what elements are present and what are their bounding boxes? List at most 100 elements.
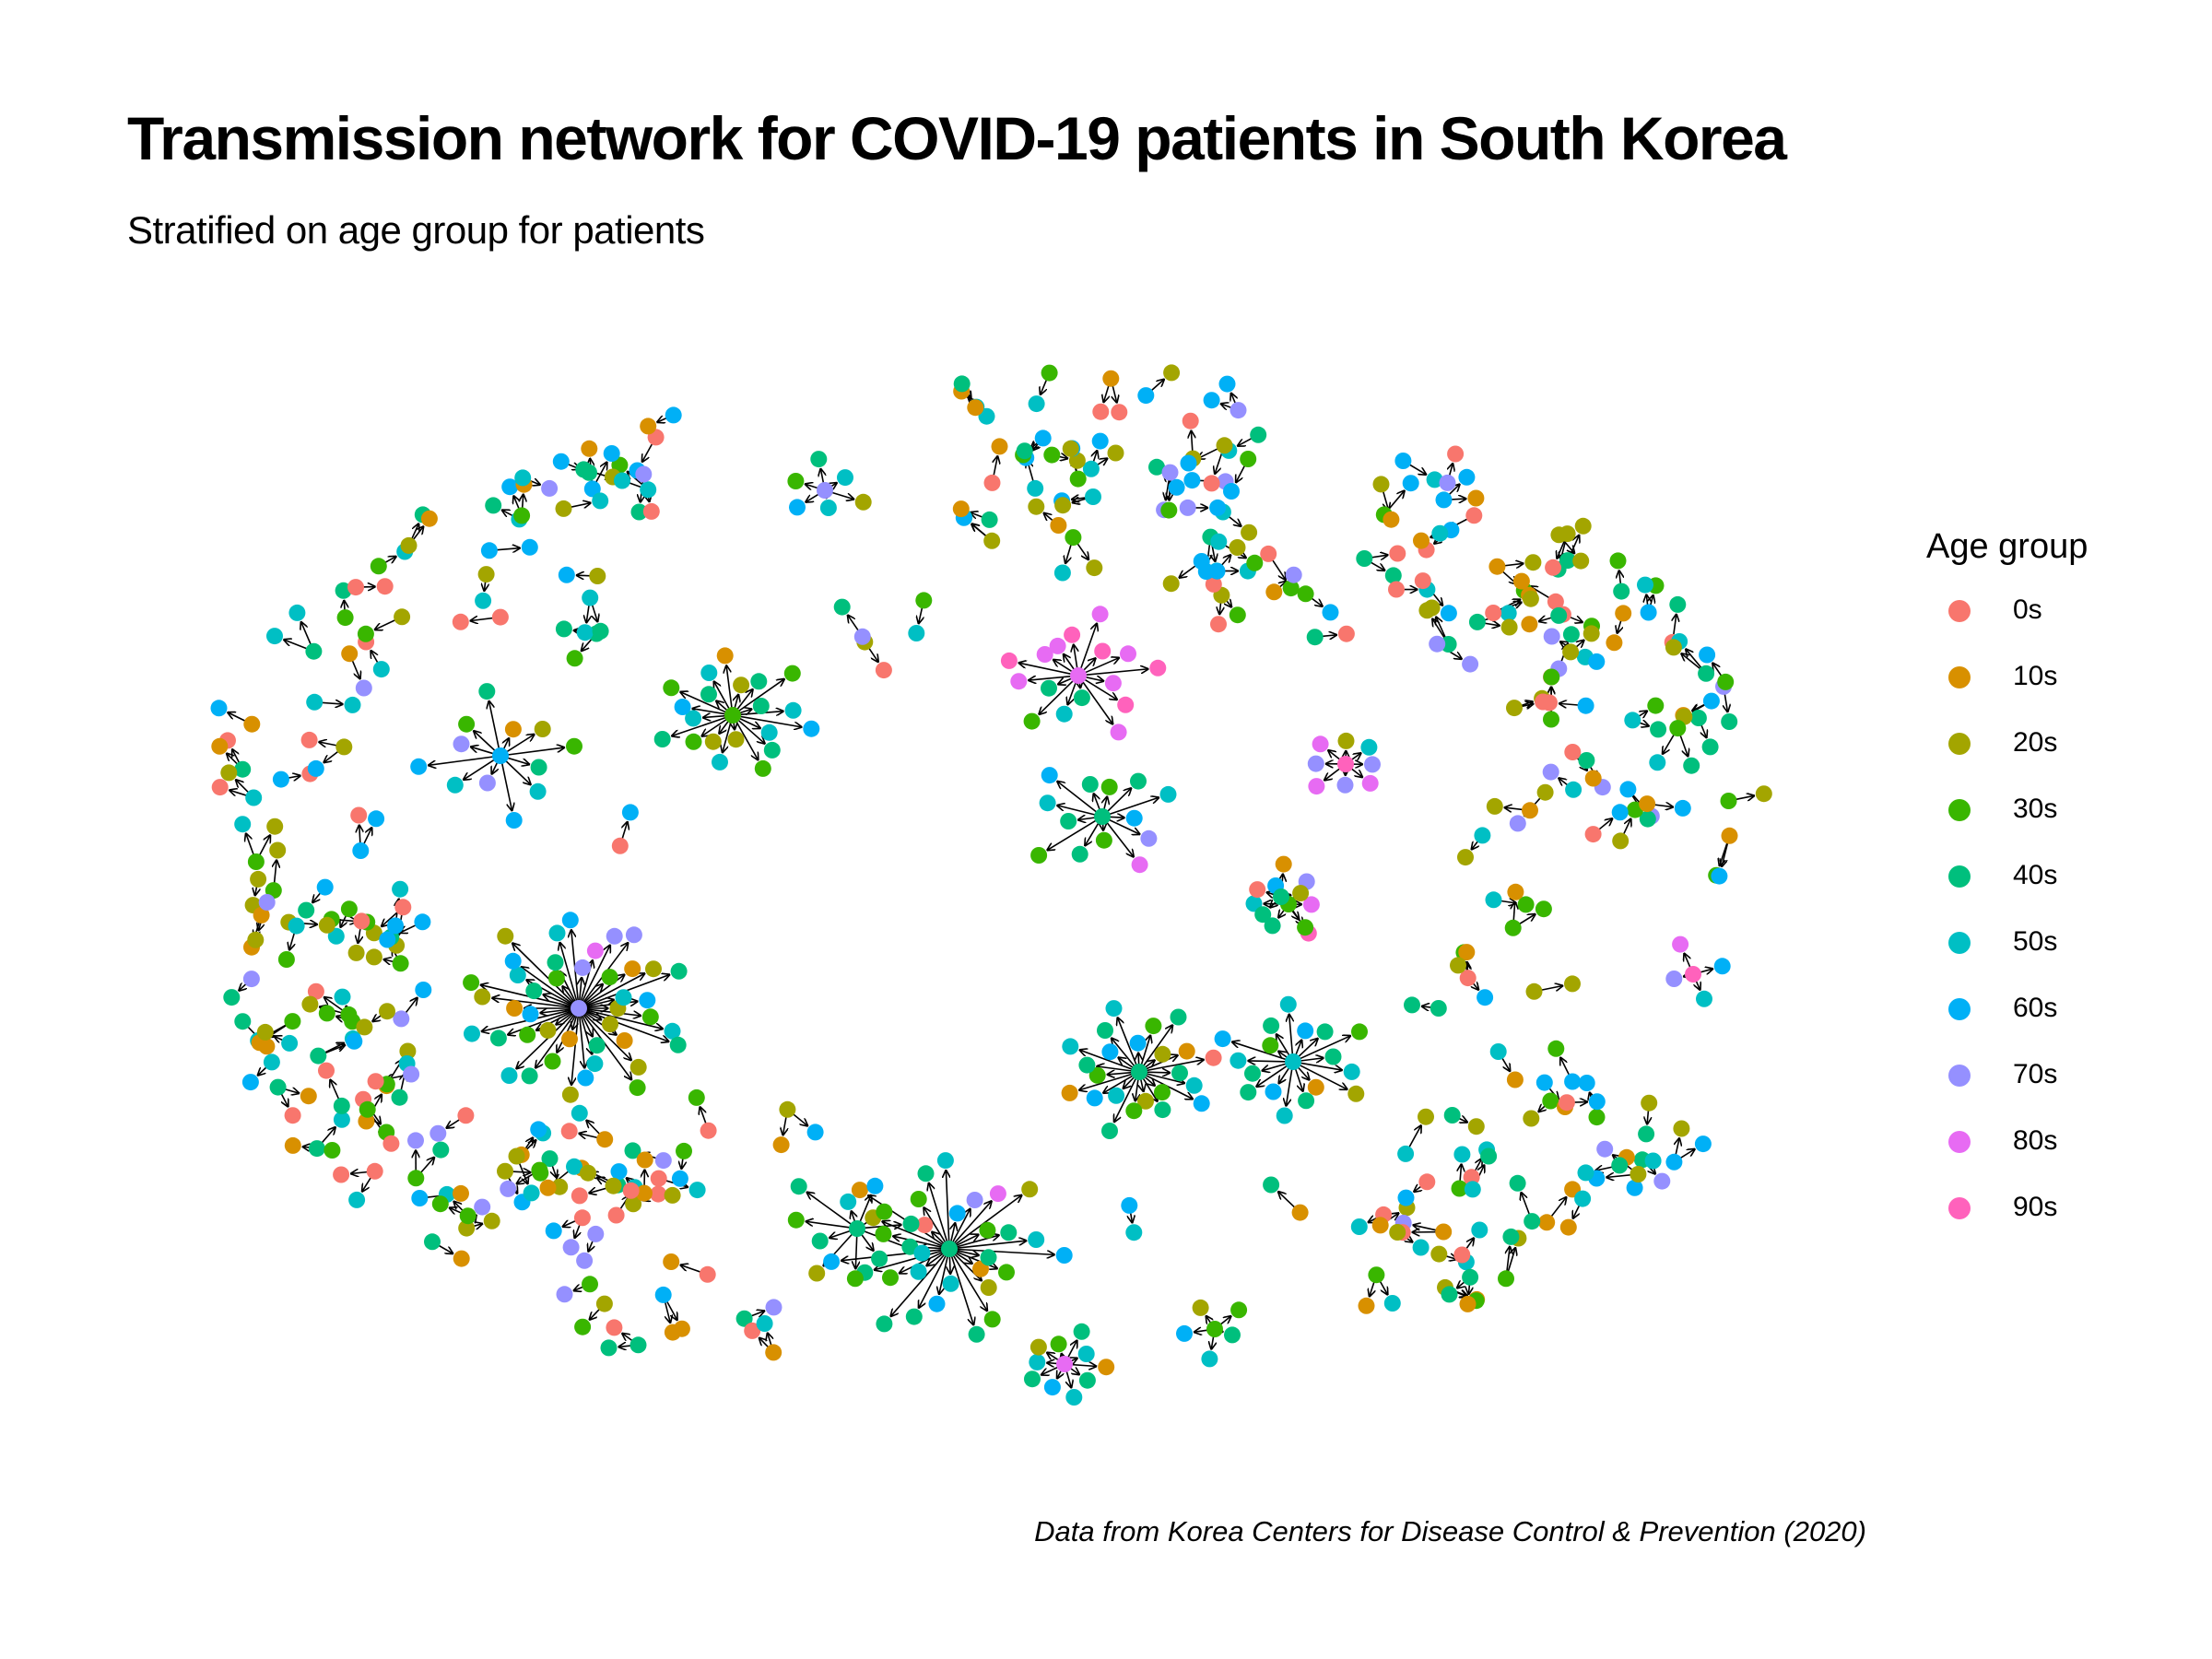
transmission-edge (1103, 817, 1141, 835)
patient-node (247, 853, 265, 870)
patient-node (1630, 1166, 1647, 1182)
patient-node (346, 1032, 363, 1050)
patient-node (1721, 713, 1738, 730)
patient-node (1178, 1042, 1195, 1060)
patient-node (1464, 1181, 1481, 1198)
patient-node (635, 1184, 653, 1202)
patient-node (525, 982, 543, 1000)
patient-node (571, 1187, 588, 1205)
patient-node (1674, 799, 1691, 817)
patient-node (1246, 554, 1264, 571)
patient-node (1101, 1043, 1119, 1061)
transmission-edge (733, 715, 765, 744)
patient-node (629, 1058, 647, 1076)
patient-node (980, 1249, 997, 1266)
patient-node (1562, 626, 1580, 643)
transmission-edge (491, 998, 578, 1009)
patient-node (1160, 501, 1178, 519)
patient-node (243, 715, 261, 733)
patient-node (603, 445, 620, 462)
patient-node (1077, 1346, 1095, 1362)
patient-node (347, 944, 365, 961)
patient-node (765, 1299, 782, 1316)
patient-node (500, 1067, 518, 1084)
patient-node (566, 737, 582, 755)
patient-node (1612, 832, 1630, 850)
patient-node (1564, 1073, 1582, 1090)
transmission-edge (950, 1194, 1023, 1249)
patient-node (497, 927, 514, 945)
patient-node (1121, 1196, 1138, 1214)
patient-node (1356, 550, 1373, 567)
patient-node (1588, 653, 1606, 670)
patient-node (459, 1207, 477, 1225)
patient-node (1543, 711, 1559, 728)
patient-node (1073, 689, 1090, 707)
patient-node (446, 776, 464, 794)
transmission-edge (501, 734, 535, 756)
patient-node (1065, 529, 1082, 547)
patient-node (263, 1053, 280, 1071)
patient-node (1502, 1228, 1520, 1245)
patient-node (1542, 1092, 1559, 1110)
patient-node (833, 598, 851, 616)
patient-node (1583, 625, 1600, 642)
transmission-edge (579, 1008, 631, 1060)
patient-node (1034, 429, 1052, 447)
transmission-edge (1056, 806, 1101, 818)
patient-node (823, 1253, 841, 1270)
patient-node (489, 1030, 507, 1047)
patient-node (1171, 1065, 1188, 1082)
transmission-edge (928, 1182, 950, 1248)
patient-node (1522, 802, 1538, 819)
patient-node (1110, 724, 1127, 741)
patient-node (474, 988, 491, 1006)
transmission-edge (939, 1250, 950, 1295)
legend-item: 20s (1926, 718, 2088, 784)
transmission-edge (892, 1236, 948, 1250)
patient-node (1382, 511, 1400, 528)
patient-node (1389, 545, 1406, 562)
patient-node (1307, 755, 1324, 772)
patient-node (735, 1310, 753, 1327)
patient-node (733, 677, 750, 694)
patient-node (642, 502, 660, 520)
patient-node (1297, 585, 1314, 603)
patient-node (1463, 1169, 1480, 1186)
patient-node (582, 1276, 598, 1293)
patient-node (640, 481, 657, 499)
patient-node (1203, 475, 1220, 492)
patient-node (1148, 458, 1165, 476)
patient-node (576, 1252, 594, 1269)
patient-node (700, 665, 718, 681)
patient-node (1224, 1326, 1241, 1344)
patient-node (1244, 1065, 1261, 1082)
patient-node (1214, 1030, 1231, 1048)
patient-node (432, 1141, 450, 1159)
legend-items: 0s 10s 20s 30s 40s 50s 60s 70s 80s 90s (1926, 585, 2088, 1249)
patient-node (1689, 710, 1707, 726)
patient-node (806, 1124, 824, 1141)
patient-node (1275, 855, 1292, 873)
patient-node (635, 465, 653, 483)
patient-node (1509, 815, 1526, 832)
patient-node (592, 622, 609, 640)
patient-node (1649, 754, 1666, 771)
patient-node (1216, 437, 1233, 454)
patient-node (624, 960, 641, 978)
patient-node (497, 1162, 513, 1180)
patient-node (367, 1073, 384, 1090)
patient-node (580, 1164, 596, 1182)
patient-node (1263, 1176, 1280, 1194)
patient-node (1459, 970, 1477, 987)
patient-node (968, 1325, 985, 1343)
patient-node (588, 1037, 606, 1054)
patient-node (1507, 883, 1524, 900)
patient-node (241, 1074, 259, 1091)
transmission-edge (578, 1009, 584, 1069)
patient-node (316, 878, 334, 896)
legend-label: 70s (2013, 1059, 2058, 1089)
legend-label: 30s (2013, 794, 2058, 824)
patient-node (1447, 445, 1465, 463)
patient-node (676, 1142, 692, 1159)
